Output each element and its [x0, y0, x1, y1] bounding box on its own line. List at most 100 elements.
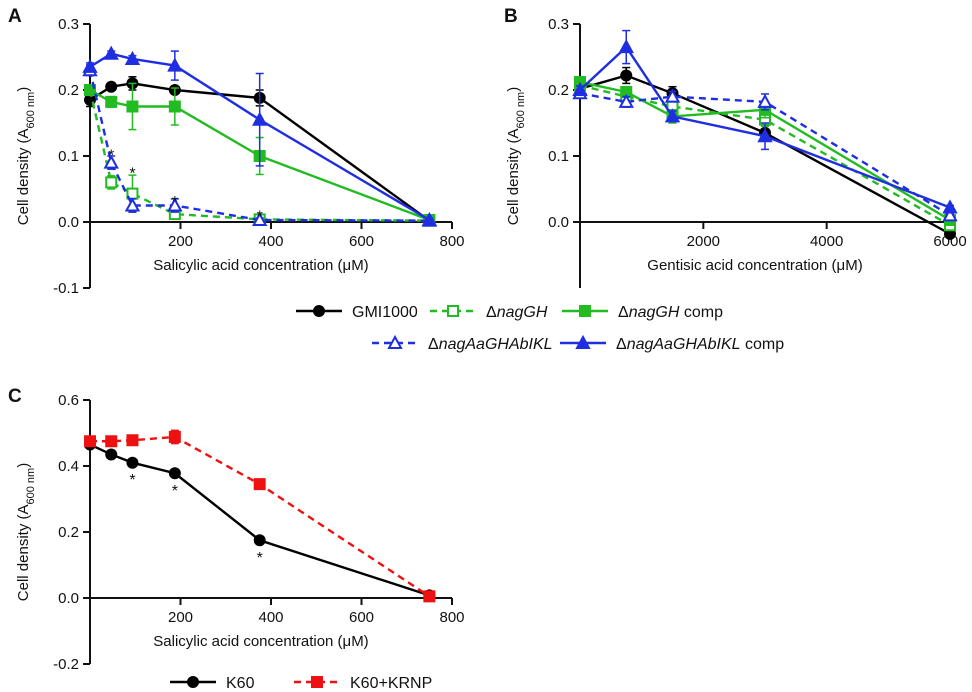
panel-a-series-line-dnagGH	[88, 89, 430, 222]
panel-b-data-point	[618, 39, 634, 54]
panel-c-y-tick-label: 0.6	[58, 392, 79, 409]
legend-top: GMI1000 ΔnagGH ΔnagGH comp ΔnagAaGHAbIKL Δna…	[296, 304, 784, 353]
legend-top-item-GMI1000: GMI1000	[296, 304, 418, 321]
panel-b-data-point	[757, 93, 773, 108]
panel-c-y-tick-label: 0.0	[58, 590, 79, 607]
panel-letter-a: A	[8, 6, 22, 27]
panel-b-series-line-dnagAaGHAbIKL	[579, 92, 951, 217]
panel-b-data-point	[942, 207, 958, 222]
legend-top-item-dnagAaGHAbIKL: ΔnagAaGHAbIKL	[372, 334, 553, 353]
panel-a-data-point	[82, 58, 98, 73]
panel-b-series-dnagAaGHAbIKL_comp	[572, 29, 958, 214]
panel-a-data-point	[167, 57, 183, 72]
panel-a-data-point	[252, 111, 268, 126]
panel-c-y-tick-label: 0.4	[58, 458, 79, 475]
panel-a-data-point	[84, 84, 96, 96]
panel-a-data-point	[105, 80, 118, 93]
panel-b-data-point	[664, 88, 681, 103]
panel-c-data-point	[126, 434, 139, 447]
panel-b-y-tick-label: 0.3	[548, 16, 569, 33]
panel-a-x-tick-label: 200	[168, 233, 193, 250]
panel-a-significance-star: *	[129, 166, 135, 183]
panel-c-x-axis-title: Salicylic acid concentration (μM)	[153, 633, 368, 650]
panel-c-data-point	[105, 448, 118, 461]
legend-top-item-dnagGH_comp: ΔnagGH comp	[562, 304, 723, 321]
panel-b-x-tick-label: 2000	[687, 233, 720, 250]
panel-a-significance-star: *	[108, 148, 114, 165]
panel-a-series-dnagAaGHAbIKL_comp	[82, 45, 438, 227]
panel-a-data-point	[105, 176, 118, 189]
panel-a-y-tick-label: -0.1	[53, 280, 79, 297]
panel-a-data-point	[105, 95, 118, 108]
legend-top-swatch-marker	[579, 305, 591, 317]
panel-a-data-point	[167, 197, 183, 212]
panel-a-x-tick-label: 800	[439, 233, 464, 250]
panel-b-data-point	[620, 69, 633, 82]
panel-b-data-point	[618, 93, 634, 108]
panel-b-y-tick-label: 0.0	[548, 214, 569, 231]
panel-a-data-point	[421, 211, 438, 227]
panel-c-data-point	[253, 478, 266, 491]
panel-c-data-point	[168, 467, 181, 480]
panel-c-data-point	[126, 456, 139, 469]
panel-c-significance-star: *	[172, 483, 178, 500]
panel-a-data-point	[168, 100, 181, 113]
panel-c-y-tick-label: -0.2	[53, 656, 79, 673]
panel-a-x-tick-label: 400	[258, 233, 283, 250]
panel-a-y-tick-label: 0.3	[58, 16, 79, 33]
panel-b-data-point	[572, 81, 588, 96]
legend-bottom-label: K60	[226, 675, 255, 692]
panel-a-data-point	[124, 50, 141, 65]
legend-top-swatch-marker	[575, 334, 591, 349]
panel-c-significance-star: *	[129, 472, 135, 489]
panel-c-data-point	[84, 435, 96, 448]
panel-a-data-point	[103, 45, 119, 60]
panel-a-y-tick-label: 0.2	[58, 82, 79, 99]
panel-a-y-axis-title: Cell density (A600 nm)	[15, 87, 37, 225]
legend-top-item-dnagGH: ΔnagGH	[430, 304, 548, 321]
panel-a-x-axis-title: Salicylic acid concentration (μM)	[153, 257, 368, 274]
legend-top-swatch-marker	[387, 334, 403, 349]
panel-a-y-tick-label: 0.0	[58, 214, 79, 231]
panel-c-data-point	[253, 534, 266, 547]
panel-b-y-tick-label: 0.1	[548, 148, 569, 165]
legend-bottom: K60 K60+KRNP	[170, 675, 432, 692]
panel-c-data-point	[105, 435, 118, 448]
panel-c-x-tick-label: 200	[168, 609, 193, 626]
chart-panel-a: -0.1 0.0 0.1 0.2 0.3 200 400 600 800 Salicylic ac…	[15, 16, 465, 297]
panel-b-x-tick-label: 4000	[810, 233, 843, 250]
panel-c-x-tick-label: 800	[439, 609, 464, 626]
legend-top-label: ΔnagAaGHAbIKL comp	[616, 336, 784, 353]
legend-top-label: ΔnagGH comp	[618, 304, 723, 321]
panel-a-x-tick-label: 600	[349, 233, 374, 250]
panel-c-data-point	[423, 590, 436, 603]
panel-c-series-line-K60	[89, 443, 430, 597]
panel-a-data-point	[126, 100, 139, 113]
legend-bottom-swatch-marker	[311, 676, 323, 688]
panel-b-data-point	[757, 128, 773, 143]
panel-c-y-axis-title: Cell density (A600 nm)	[15, 463, 37, 601]
panel-a-data-point	[124, 197, 141, 212]
panel-a-data-point	[103, 154, 119, 169]
panel-b-x-axis-title: Gentisic acid concentration (μM)	[647, 257, 862, 274]
panel-a-data-point	[252, 211, 268, 227]
panel-c-data-point	[168, 430, 181, 443]
panel-b-data-point	[664, 108, 681, 123]
legend-bottom-swatch-marker	[187, 676, 199, 688]
legend-bottom-item-K60: K60	[170, 675, 255, 692]
panel-a-significance-star: *	[172, 194, 178, 211]
panel-c-y-tick-label: 0.2	[58, 524, 79, 541]
panel-a-significance-star: *	[257, 208, 263, 225]
legend-top-label: ΔnagAaGHAbIKL	[428, 336, 553, 353]
panel-letter-c: C	[8, 386, 22, 407]
panel-c-significance-star: *	[257, 550, 263, 567]
panel-letter-b: B	[504, 6, 518, 27]
panel-b-series-dnagAaGHAbIKL	[572, 85, 958, 222]
legend-top-swatch-marker	[313, 305, 325, 317]
legend-top-label: GMI1000	[352, 304, 418, 321]
panel-b-x-tick-label: 6000	[933, 233, 966, 250]
chart-panel-c: -0.2 0.0 0.2 0.4 0.6 200 400 600 800 Salicylic ac…	[15, 392, 465, 673]
legend-bottom-label: K60+KRNP	[350, 675, 432, 692]
panel-b-data-point	[942, 199, 958, 214]
